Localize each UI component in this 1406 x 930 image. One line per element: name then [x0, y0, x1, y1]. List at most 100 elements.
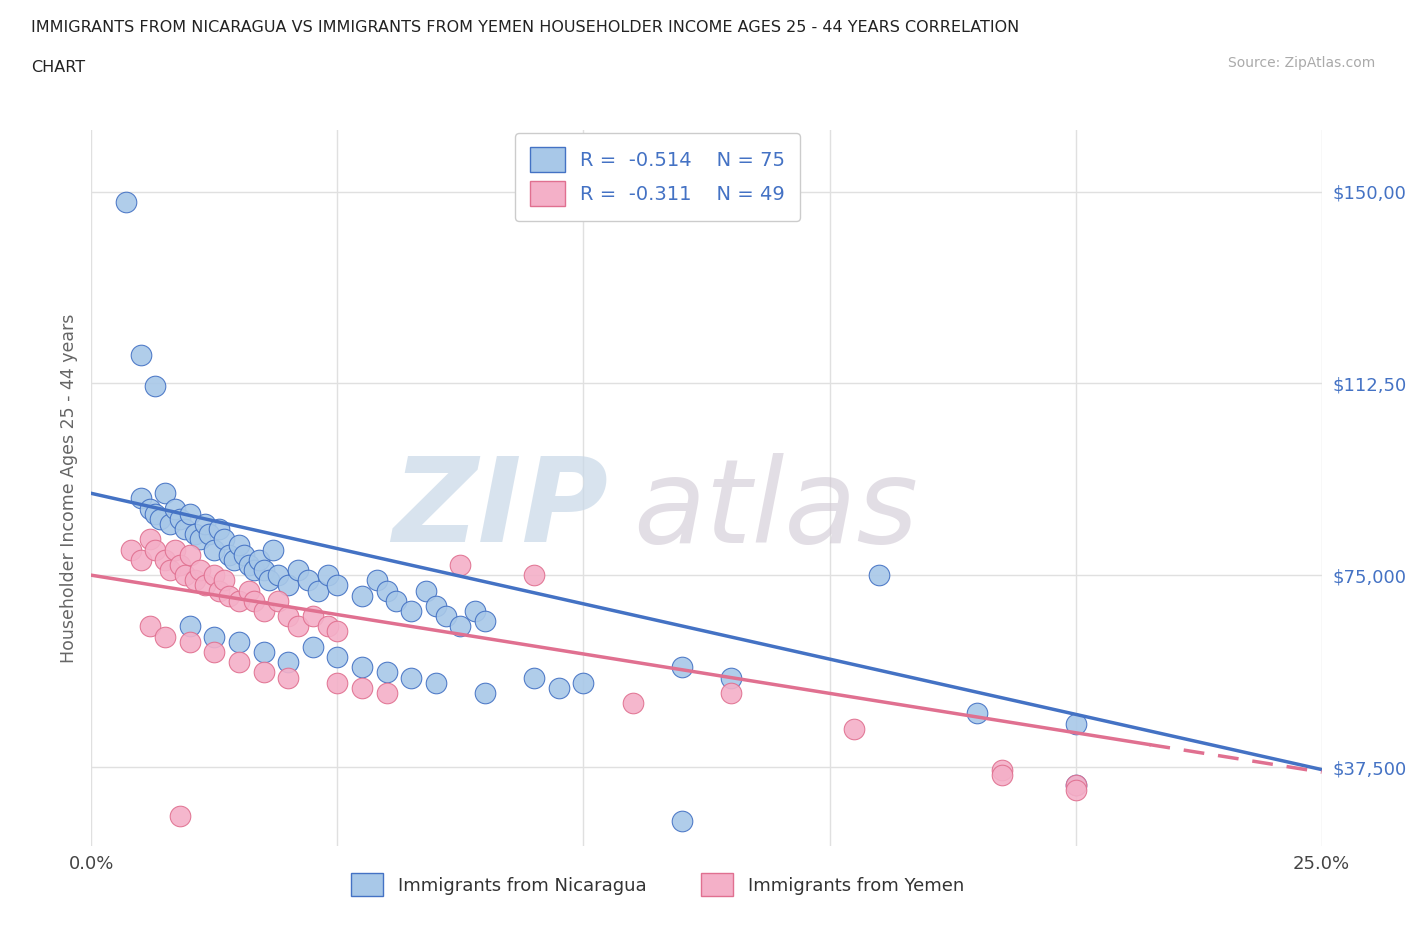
Point [352, 589, 374, 604]
Point [159, 563, 181, 578]
Point [326, 675, 349, 690]
Point [326, 578, 349, 593]
Point [163, 542, 186, 557]
Point [842, 722, 865, 737]
Point [990, 767, 1012, 782]
Point [523, 670, 546, 684]
Point [449, 619, 471, 634]
Point [277, 578, 299, 593]
Point [375, 685, 398, 700]
Point [139, 619, 162, 634]
Point [253, 563, 276, 578]
Point [242, 563, 264, 578]
Point [228, 655, 250, 670]
Point [352, 660, 374, 675]
Point [277, 670, 299, 684]
Point [1064, 777, 1087, 792]
Point [169, 808, 191, 823]
Point [449, 558, 471, 573]
Point [671, 660, 693, 675]
Point [222, 552, 246, 567]
Point [193, 517, 217, 532]
Point [228, 593, 250, 608]
Point [297, 573, 319, 588]
Point [238, 583, 260, 598]
Point [301, 609, 323, 624]
Point [287, 619, 309, 634]
Point [169, 558, 191, 573]
Point [399, 604, 422, 618]
Point [153, 486, 177, 501]
Point [218, 547, 240, 562]
Point [316, 619, 339, 634]
Point [262, 542, 284, 557]
Point [129, 552, 152, 567]
Point [238, 558, 260, 573]
Point [399, 670, 422, 684]
Point [232, 547, 256, 562]
Point [179, 634, 201, 649]
Point [169, 512, 191, 526]
Point [267, 593, 290, 608]
Point [202, 542, 225, 557]
Point [375, 583, 398, 598]
Point [301, 640, 323, 655]
Point [188, 563, 211, 578]
Point [253, 604, 276, 618]
Point [212, 573, 235, 588]
Point [326, 650, 349, 665]
Point [720, 670, 742, 684]
Point [352, 681, 374, 696]
Point [307, 583, 329, 598]
Point [139, 532, 162, 547]
Legend: Immigrants from Nicaragua, Immigrants from Yemen: Immigrants from Nicaragua, Immigrants fr… [339, 860, 976, 909]
Point [287, 563, 309, 578]
Y-axis label: Householder Income Ages 25 - 44 years: Householder Income Ages 25 - 44 years [59, 313, 77, 663]
Point [1064, 783, 1087, 798]
Point [720, 685, 742, 700]
Point [174, 522, 197, 537]
Point [228, 634, 250, 649]
Point [149, 512, 172, 526]
Point [267, 567, 290, 582]
Point [179, 547, 201, 562]
Point [242, 593, 264, 608]
Point [153, 630, 177, 644]
Point [385, 593, 408, 608]
Point [212, 532, 235, 547]
Point [188, 532, 211, 547]
Point [434, 609, 457, 624]
Point [198, 527, 221, 542]
Point [208, 583, 231, 598]
Text: ZIP: ZIP [392, 452, 607, 567]
Point [129, 491, 152, 506]
Point [316, 567, 339, 582]
Point [120, 542, 142, 557]
Point [202, 567, 225, 582]
Point [183, 527, 207, 542]
Point [145, 542, 166, 557]
Point [277, 609, 299, 624]
Point [425, 675, 447, 690]
Point [253, 665, 276, 680]
Point [366, 573, 388, 588]
Point [474, 614, 496, 629]
Text: CHART: CHART [31, 60, 84, 75]
Point [523, 567, 546, 582]
Point [114, 194, 138, 209]
Point [174, 567, 197, 582]
Point [179, 619, 201, 634]
Point [474, 685, 496, 700]
Point [183, 573, 207, 588]
Point [163, 501, 186, 516]
Text: IMMIGRANTS FROM NICARAGUA VS IMMIGRANTS FROM YEMEN HOUSEHOLDER INCOME AGES 25 - : IMMIGRANTS FROM NICARAGUA VS IMMIGRANTS … [31, 20, 1019, 35]
Point [621, 696, 644, 711]
Point [208, 522, 231, 537]
Point [547, 681, 569, 696]
Point [257, 573, 280, 588]
Point [1064, 777, 1087, 792]
Point [153, 552, 177, 567]
Point [671, 813, 693, 829]
Point [375, 665, 398, 680]
Point [159, 517, 181, 532]
